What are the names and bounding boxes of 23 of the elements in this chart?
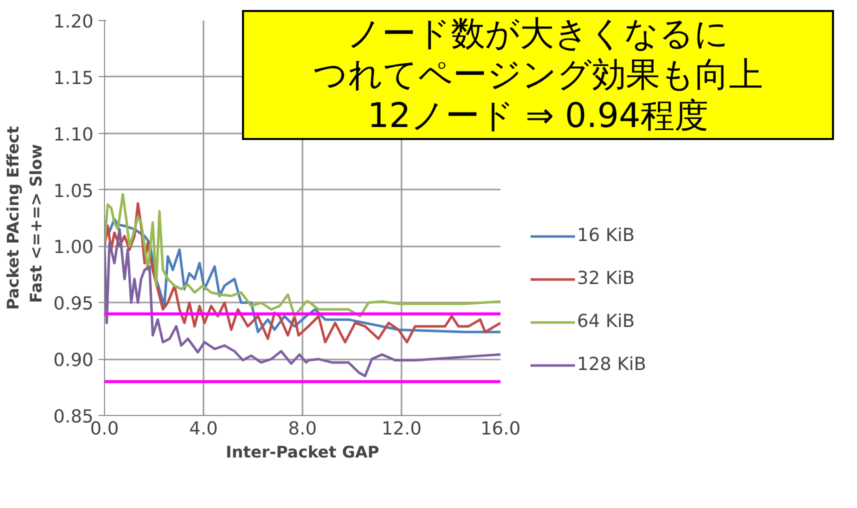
- y-tick-label: 1.15: [53, 68, 94, 89]
- annotation: ノード数が大きくなるに: [346, 14, 730, 55]
- y-tick-label: 1.20: [53, 12, 94, 32]
- legend-label: 128 KiB: [577, 354, 646, 375]
- y-tick-label: 1.00: [53, 237, 94, 258]
- line-series: [104, 193, 500, 318]
- picture-note-box: ノード数が大きくなるに つれてページング効果も向上 12ノード ⇒ 0.94程度: [242, 10, 834, 140]
- x-tick-label: 16.0: [480, 418, 521, 440]
- legend-label: 16 KiB: [577, 225, 635, 246]
- x-axis-title: Inter-Packet GAP: [226, 442, 380, 462]
- x-tick-label: 12.0: [381, 418, 422, 440]
- y-tick-label: 1.10: [53, 124, 94, 146]
- x-tick-label: 8.0: [288, 418, 317, 440]
- y-tick-label: 0.90: [53, 350, 94, 372]
- annotation: つれてページング効果も向上: [312, 54, 764, 96]
- annotation: 12ノード ⇒ 0.94程度: [366, 96, 710, 136]
- legend-label: 64 KiB: [577, 311, 635, 332]
- line-series: [104, 228, 500, 378]
- y-tick-label: 0.95: [53, 294, 94, 315]
- x-tick-label: 4.0: [189, 418, 218, 440]
- y-tick-label: 1.05: [53, 180, 94, 202]
- y-axis-title: Packet PAcing Effect Fast <=+=> Slow: [4, 126, 46, 310]
- legend-label: 32 KiB: [577, 268, 635, 289]
